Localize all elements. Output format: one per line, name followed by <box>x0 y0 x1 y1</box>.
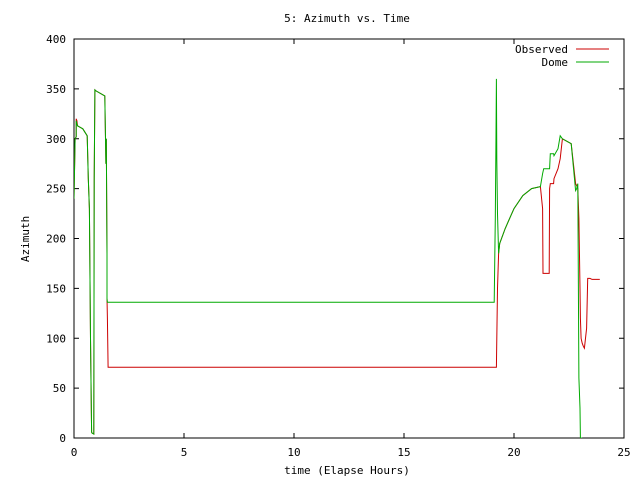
plot-frame <box>73 38 625 439</box>
x-tick-label: 10 <box>287 446 300 459</box>
x-tick-label: 15 <box>397 446 410 459</box>
legend-label-dome: Dome <box>542 56 569 69</box>
x-tick-label: 20 <box>507 446 520 459</box>
series-line-dome <box>74 78 583 438</box>
legend-label-observed: Observed <box>515 43 568 56</box>
x-tick-label: 5 <box>181 446 188 459</box>
x-tick-label: 25 <box>617 446 630 459</box>
y-tick-label: 350 <box>46 83 66 96</box>
x-tick-label: 0 <box>71 446 78 459</box>
x-axis-label: time (Elapse Hours) <box>284 464 410 477</box>
y-tick-label: 50 <box>53 382 66 395</box>
y-tick-label: 150 <box>46 282 66 295</box>
y-tick-label: 200 <box>46 233 66 246</box>
y-axis-label: Azimuth <box>19 216 32 262</box>
y-tick-label: 250 <box>46 183 66 196</box>
chart-title: 5: Azimuth vs. Time <box>284 12 410 25</box>
y-tick-label: 400 <box>46 33 66 46</box>
y-tick-label: 100 <box>46 332 66 345</box>
axes <box>73 38 625 439</box>
y-tick-label: 300 <box>46 133 66 146</box>
series-layer <box>74 78 600 438</box>
series-line-observed <box>74 88 600 435</box>
y-tick-label: 0 <box>59 432 66 445</box>
